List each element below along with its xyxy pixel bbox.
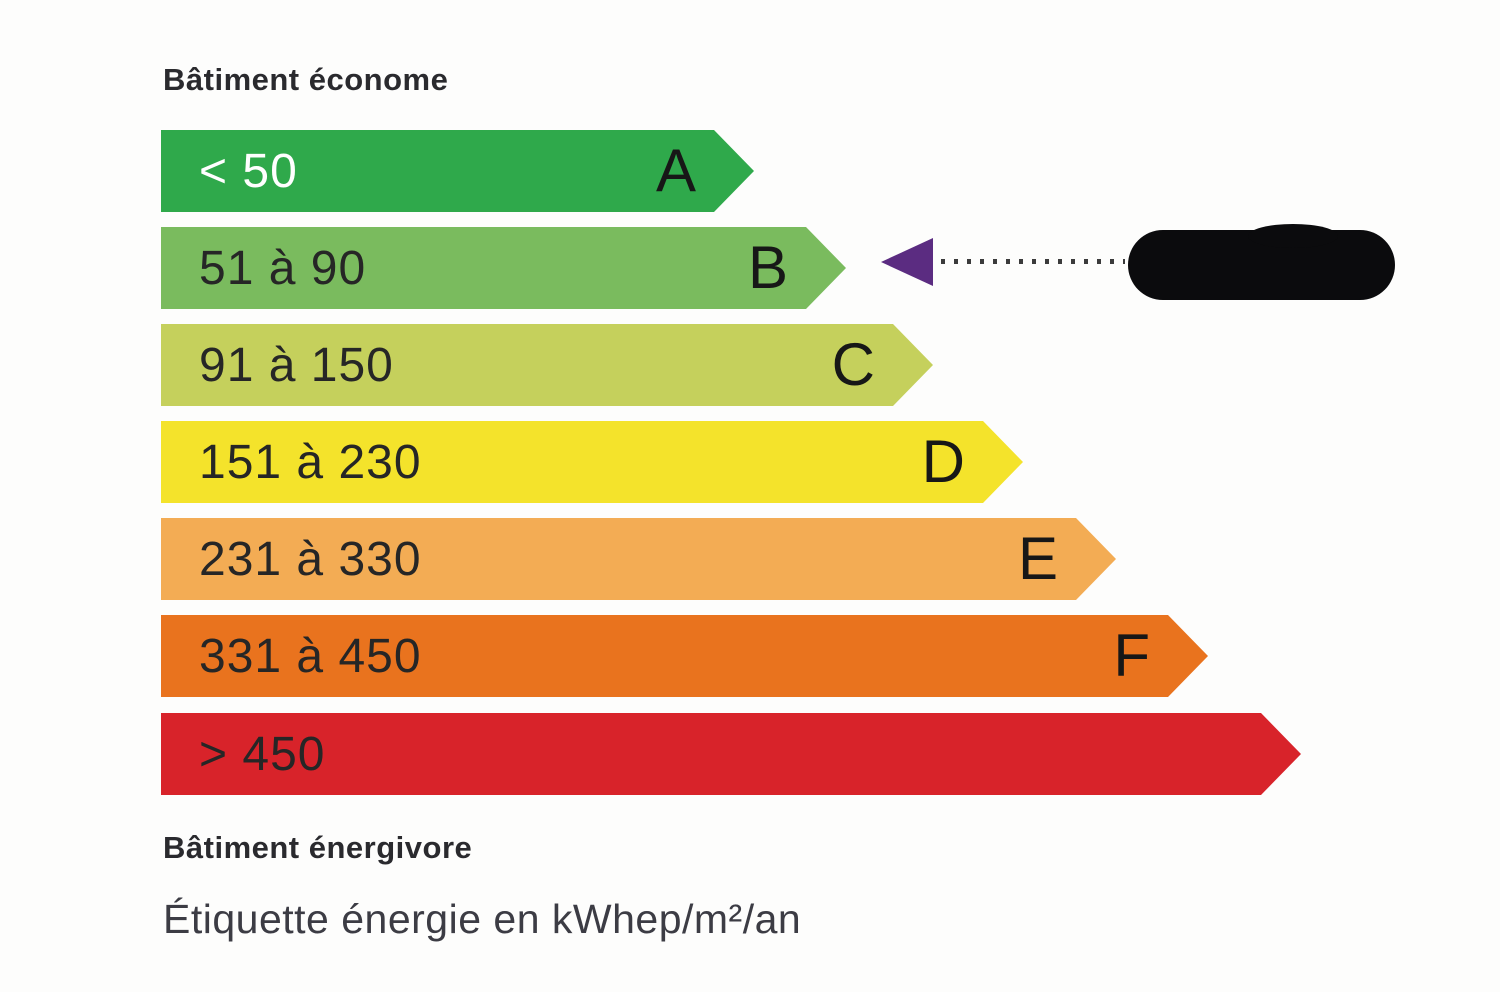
class-letter: C	[831, 331, 875, 398]
range-label: 151 à 230	[199, 435, 422, 489]
energy-class-bar-7: > 450	[161, 713, 1301, 795]
energy-class-bar-4: 151 à 230 D	[161, 421, 1023, 503]
range-label: 331 à 450	[199, 629, 422, 683]
energy-class-bar-3: 91 à 150 C	[161, 324, 933, 406]
range-label: 91 à 150	[199, 338, 394, 392]
range-label: 231 à 330	[199, 532, 422, 586]
chart-caption: Étiquette énergie en kWhep/m²/an	[163, 896, 802, 942]
energy-class-bar-5: 231 à 330 E	[161, 518, 1116, 600]
building-energy-intensive-label: Bâtiment énergivore	[163, 830, 473, 865]
energy-class-bar-1: < 50 A	[161, 130, 754, 212]
dotted-connector-line	[941, 259, 1125, 264]
range-label: < 50	[199, 144, 298, 198]
energy-class-bar-2: 51 à 90 B	[161, 227, 846, 309]
class-letter: E	[1017, 525, 1058, 592]
redacted-value-box	[1128, 224, 1395, 300]
range-label: 51 à 90	[199, 241, 367, 295]
class-letter: F	[1113, 622, 1150, 689]
class-letter: B	[747, 234, 788, 301]
energy-class-bar-6: 331 à 450 F	[161, 615, 1208, 697]
range-label: > 450	[199, 727, 326, 781]
class-letter: D	[921, 428, 965, 495]
class-letter: A	[655, 137, 696, 204]
left-arrow-icon	[881, 238, 933, 286]
building-economical-label: Bâtiment économe	[163, 62, 449, 97]
